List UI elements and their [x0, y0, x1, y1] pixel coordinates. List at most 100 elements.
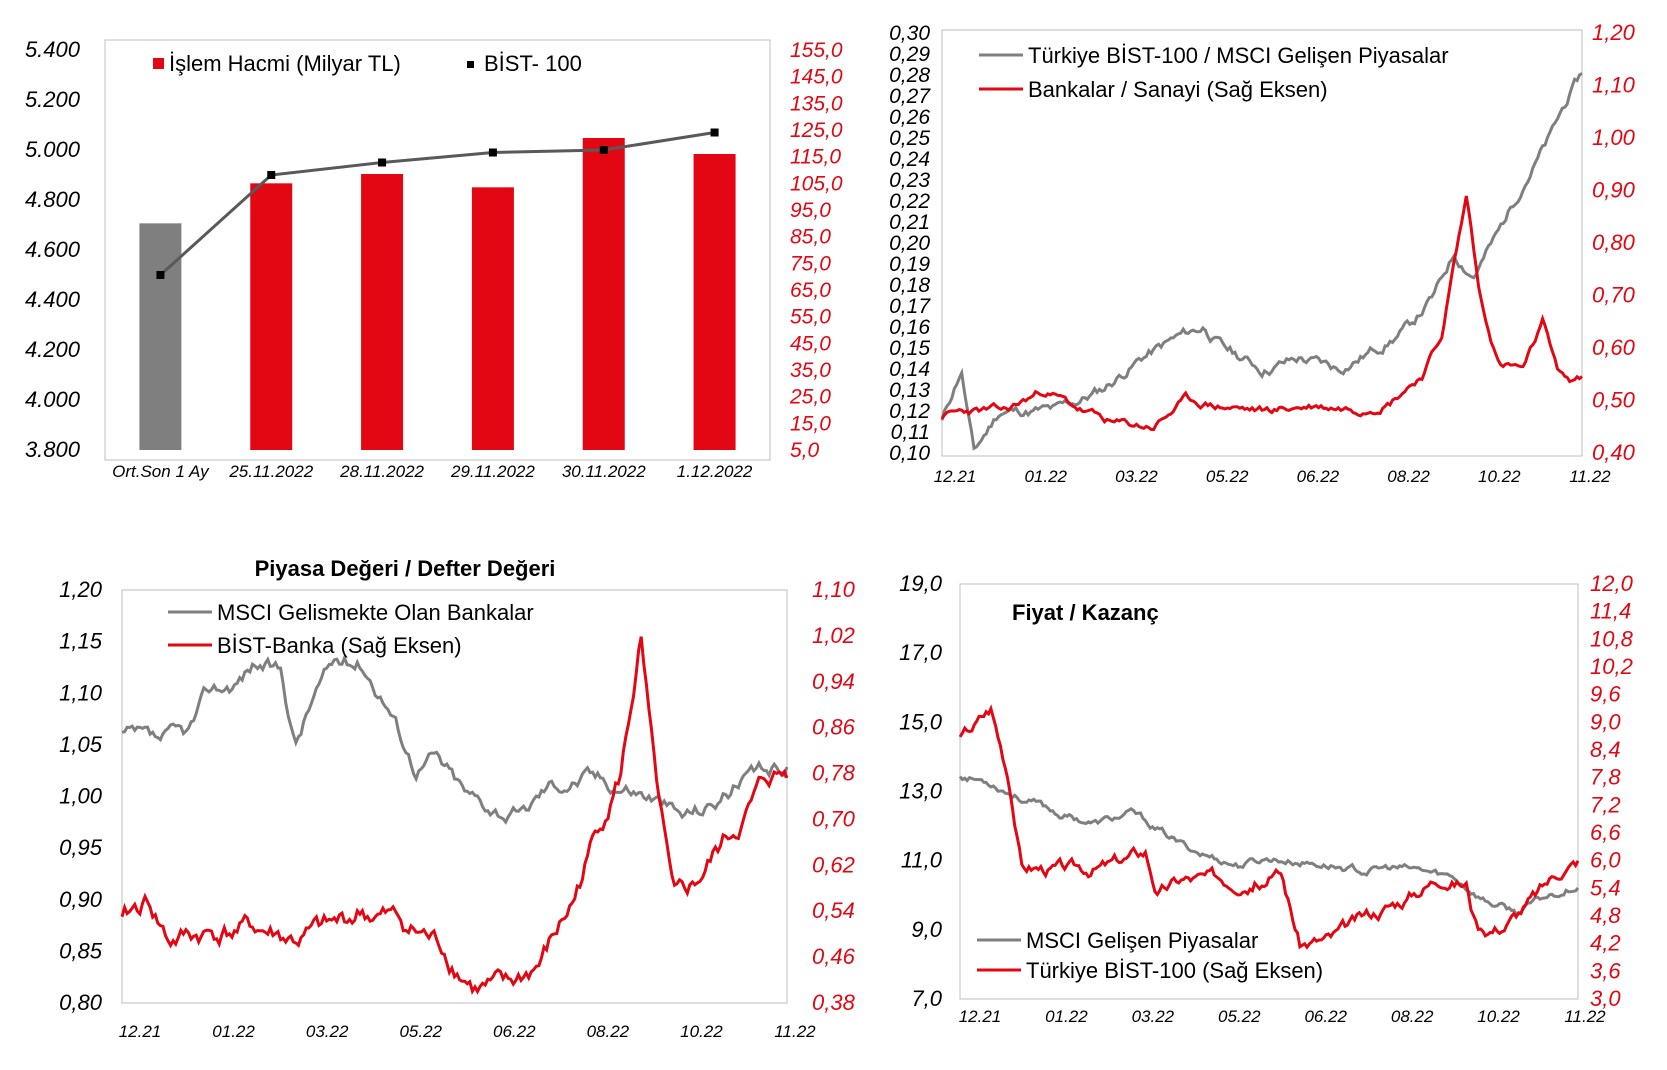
bist-bank-pb-line [120, 636, 789, 995]
c4-right-tick: 6,0 [1590, 848, 1621, 873]
bank-industry-ratio-line [940, 195, 1583, 431]
pe-title: Fiyat / Kazanç [1012, 600, 1159, 625]
volume-right-tick: 155,0 [790, 39, 843, 62]
c2-left-tick: 0,26 [889, 106, 930, 129]
c2-left-tick: 0,25 [889, 127, 930, 150]
volume-right-tick: 125,0 [790, 119, 843, 142]
c3-left-tick: 0,80 [59, 990, 103, 1015]
bist100-marker [488, 148, 497, 157]
volume-bar [582, 138, 625, 450]
bist100-marker [599, 146, 608, 154]
bist-msci-ratio-line [940, 72, 1583, 451]
c3-right-tick: 0,86 [812, 715, 856, 740]
c3-right-tick: 0,54 [812, 898, 855, 923]
c3-left-tick: 1,20 [59, 577, 103, 602]
volume-right-tick: 115,0 [790, 146, 841, 169]
legend-pe-gray-label: MSCI Gelişen Piyasalar [1026, 928, 1258, 953]
volume-left-tick: 5.400 [25, 37, 81, 62]
volume-right-tick: 95,0 [790, 199, 831, 222]
legend-pb-red-label: BİST-Banka (Sağ Eksen) [217, 633, 462, 658]
c4-x-tick: 11.22 [1564, 1007, 1606, 1026]
legend-volume-swatch [153, 58, 164, 69]
c3-left-tick: 1,15 [59, 629, 103, 654]
volume-x-tick: Ort.Son 1 Ay [112, 462, 210, 481]
c3-right-tick: 1,02 [812, 623, 855, 648]
c4-left-tick: 7,0 [911, 986, 942, 1011]
c2-x-tick: 12.21 [934, 467, 977, 486]
legend-relative-red-label: Bankalar / Sanayi (Sağ Eksen) [1028, 77, 1328, 102]
c4-left-tick: 13,0 [899, 779, 943, 804]
volume-left-tick: 4.400 [25, 287, 81, 312]
legend-bist-swatch [467, 61, 474, 68]
c3-right-tick: 0,46 [812, 944, 856, 969]
c2-right-tick: 1,00 [1592, 125, 1636, 150]
c3-x-tick: 06.22 [493, 1022, 536, 1041]
volume-left-tick: 4.000 [25, 387, 81, 412]
volume-right-tick: 25,0 [789, 386, 831, 409]
relative-plot-area [941, 29, 1583, 457]
volume-right-tick: 105,0 [790, 172, 843, 195]
pb-title: Piyasa Değeri / Defter Değeri [255, 556, 556, 581]
c3-x-tick: 12.21 [119, 1022, 162, 1041]
c2-right-tick: 1,20 [1592, 20, 1636, 45]
c4-right-tick: 11,4 [1590, 599, 1631, 624]
c4-left-tick: 17,0 [899, 640, 943, 665]
c2-left-tick: 0,10 [889, 442, 930, 465]
volume-right-tick: 75,0 [790, 252, 831, 275]
c2-left-tick: 0,30 [889, 22, 930, 45]
c3-right-tick: 0,70 [812, 806, 856, 831]
bist100-marker [156, 271, 165, 279]
pb-chart: Piyasa Değeri / Defter Değeri 0,80 0,85 0,… [59, 556, 855, 1041]
volume-left-tick: 4.200 [25, 337, 81, 362]
volume-right-tick: 5,0 [790, 439, 820, 462]
c2-left-tick: 0,28 [889, 64, 930, 87]
c2-left-tick: 0,16 [889, 316, 930, 339]
c4-x-tick: 12.21 [959, 1007, 1002, 1026]
bist100-marker [378, 158, 387, 167]
c3-right-tick: 1,10 [812, 577, 856, 602]
legend-volume-label: İşlem Hacmi (Milyar TL) [169, 51, 401, 76]
volume-bar [361, 174, 404, 450]
volume-bar [471, 187, 514, 451]
c3-right-tick: 0,94 [812, 669, 855, 694]
volume-right-tick: 15,0 [790, 412, 831, 435]
c2-left-tick: 0,21 [889, 211, 930, 234]
volume-chart: 3.800 4.000 4.200 4.400 4.600 4.800 5.000 5.200… [25, 37, 843, 481]
c2-left-tick: 0,17 [889, 295, 931, 318]
volume-x-tick: 30.11.2022 [562, 462, 646, 481]
c3-left-tick: 0,85 [59, 938, 103, 963]
c3-x-tick: 10.22 [680, 1022, 723, 1041]
legend-relative-gray-label: Türkiye BİST-100 / MSCI Gelişen Piyasala… [1028, 43, 1449, 68]
c4-right-tick: 10,8 [1590, 626, 1634, 651]
c4-left-tick: 15,0 [899, 709, 943, 734]
c2-right-tick: 0,70 [1592, 283, 1636, 308]
c2-left-tick: 0,20 [889, 232, 930, 255]
c4-right-tick: 10,2 [1590, 654, 1633, 679]
c2-x-tick: 05.22 [1206, 467, 1249, 486]
volume-left-tick: 5.200 [25, 87, 81, 112]
c3-left-tick: 0,95 [59, 835, 103, 860]
volume-bar [250, 183, 293, 451]
c2-right-tick: 0,40 [1592, 440, 1636, 465]
c2-right-tick: 0,50 [1592, 388, 1636, 413]
c4-left-tick: 9,0 [911, 917, 942, 942]
c4-right-tick: 3,6 [1590, 958, 1621, 983]
pe-plot-area [959, 583, 1579, 1000]
c2-right-tick: 1,10 [1592, 73, 1636, 98]
volume-bar [139, 223, 182, 450]
c2-x-tick: 10.22 [1478, 467, 1521, 486]
volume-left-tick: 4.600 [25, 237, 81, 262]
volume-right-tick: 35,0 [790, 359, 831, 382]
c4-right-tick: 4,2 [1590, 931, 1621, 956]
c3-left-tick: 0,90 [59, 887, 103, 912]
c4-right-tick: 6,6 [1590, 820, 1621, 845]
volume-right-tick: 45,0 [790, 332, 831, 355]
c4-right-tick: 5,4 [1590, 875, 1621, 900]
c2-left-tick: 0,27 [889, 85, 931, 108]
c4-right-tick: 9,6 [1590, 682, 1621, 707]
c3-right-tick: 0,78 [812, 761, 856, 786]
c4-x-tick: 10.22 [1477, 1007, 1520, 1026]
c4-right-tick: 8,4 [1590, 737, 1621, 762]
volume-right-tick: 145,0 [790, 66, 843, 89]
